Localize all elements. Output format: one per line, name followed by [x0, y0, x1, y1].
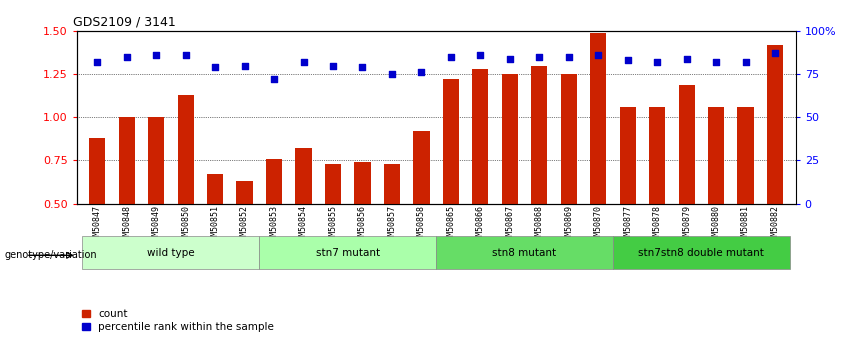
Bar	[295, 148, 311, 204]
Text: genotype/variation: genotype/variation	[4, 250, 97, 260]
Point	[591, 52, 605, 58]
Bar	[354, 162, 370, 204]
Bar	[89, 138, 106, 204]
Bar	[260, 236, 436, 269]
Bar	[384, 164, 400, 204]
Bar	[207, 174, 223, 204]
Point	[533, 54, 546, 60]
Text: stn8 mutant: stn8 mutant	[493, 248, 557, 258]
Bar	[472, 69, 488, 204]
Point	[444, 54, 458, 60]
Point	[237, 63, 251, 68]
Point	[709, 59, 722, 65]
Bar	[325, 164, 341, 204]
Bar	[678, 85, 694, 204]
Text: stn7 mutant: stn7 mutant	[316, 248, 380, 258]
Bar	[767, 45, 783, 204]
Bar	[613, 236, 790, 269]
Bar	[738, 107, 754, 204]
Point	[326, 63, 340, 68]
Point	[768, 51, 782, 56]
Point	[356, 65, 369, 70]
Point	[562, 54, 575, 60]
Bar	[620, 107, 636, 204]
Bar	[590, 33, 606, 204]
Bar	[178, 95, 194, 204]
Bar	[83, 236, 260, 269]
Bar	[649, 107, 665, 204]
Text: stn7stn8 double mutant: stn7stn8 double mutant	[638, 248, 764, 258]
Point	[621, 58, 635, 63]
Legend: count, percentile rank within the sample: count, percentile rank within the sample	[82, 309, 274, 332]
Point	[179, 52, 192, 58]
Text: GDS2109 / 3141: GDS2109 / 3141	[73, 16, 176, 29]
Point	[208, 65, 222, 70]
Bar	[414, 131, 430, 204]
Point	[90, 59, 104, 65]
Point	[267, 77, 281, 82]
Point	[414, 70, 428, 75]
Bar	[118, 117, 134, 204]
Point	[297, 59, 311, 65]
Point	[473, 52, 487, 58]
Text: wild type: wild type	[147, 248, 195, 258]
Bar	[436, 236, 613, 269]
Point	[503, 56, 517, 61]
Bar	[266, 159, 283, 204]
Bar	[443, 79, 459, 204]
Point	[120, 54, 134, 60]
Bar	[148, 117, 164, 204]
Bar	[502, 74, 518, 204]
Point	[650, 59, 664, 65]
Point	[150, 52, 163, 58]
Bar	[237, 181, 253, 204]
Bar	[531, 66, 547, 204]
Bar	[708, 107, 724, 204]
Point	[680, 56, 694, 61]
Point	[386, 71, 399, 77]
Point	[739, 59, 752, 65]
Bar	[561, 74, 577, 204]
